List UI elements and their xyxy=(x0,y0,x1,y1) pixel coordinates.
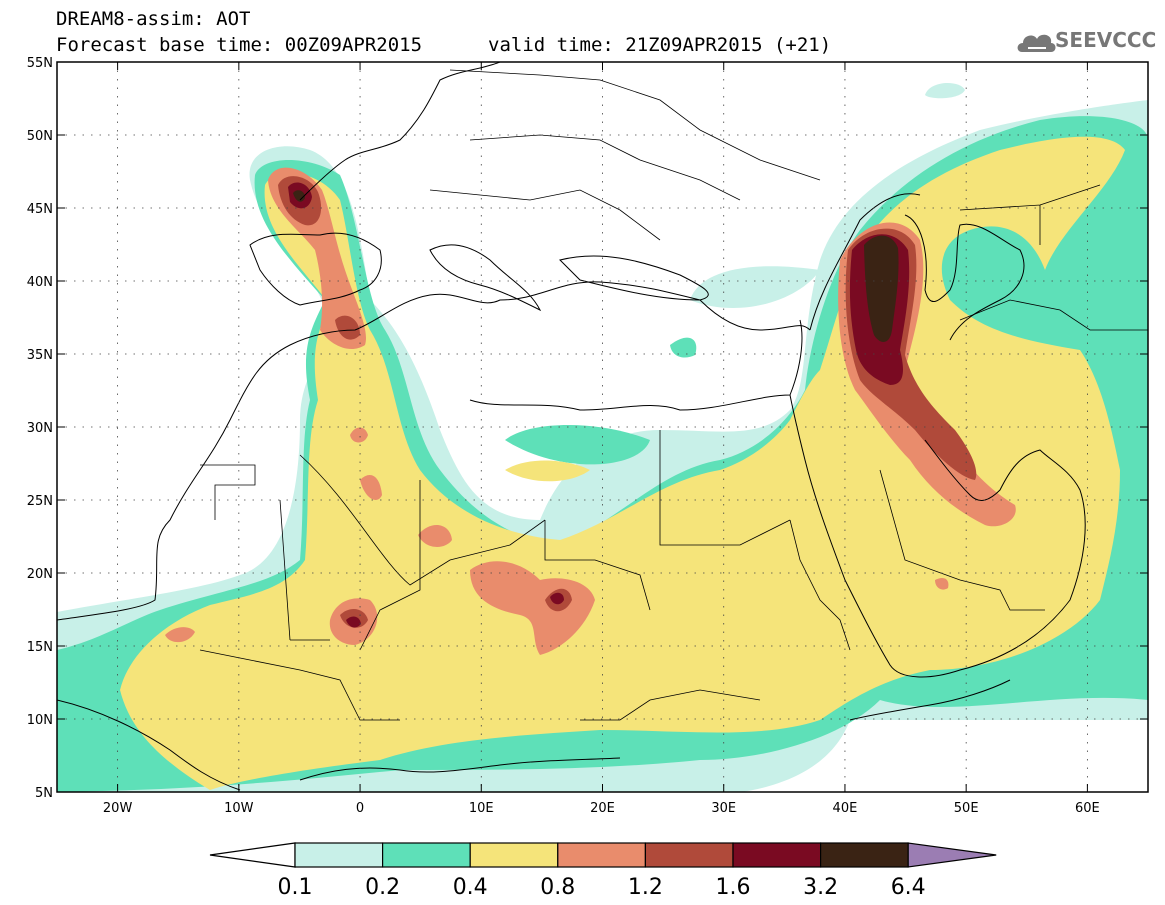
x-tick-label: 10E xyxy=(469,801,494,816)
colorbar-swatch xyxy=(644,842,734,868)
x-tick-label: 20W xyxy=(103,801,133,816)
colorbar-label: 1.6 xyxy=(716,875,751,900)
x-tick-label: 10W xyxy=(224,801,254,816)
colorbar-under-triangle xyxy=(209,842,296,868)
logo-text: SEEVCCC xyxy=(1055,28,1157,52)
colorbar-swatch xyxy=(382,842,471,868)
coastlines xyxy=(57,62,1086,791)
aot-colorbar: 0.1 0.2 0.4 0.8 1.2 1.6 3.2 6.4 xyxy=(209,842,997,900)
colorbar-over-triangle xyxy=(907,842,997,868)
colorbar-label: 1.2 xyxy=(628,875,663,900)
colorbar-swatch xyxy=(557,842,646,868)
cloud-logo-icon xyxy=(1017,34,1056,52)
colorbar-swatch xyxy=(294,842,384,868)
valid-time-label: valid time: 21Z09APR2015 (+21) xyxy=(488,34,832,56)
x-tick-label: 30E xyxy=(711,801,736,816)
colorbar-label: 0.2 xyxy=(365,875,400,900)
latitude-ticks: 5N 10N 15N 20N 25N 30N 35N 40N 45N 50N 55N xyxy=(27,56,1148,801)
y-tick-label: 5N xyxy=(35,786,53,801)
x-tick-label: 50E xyxy=(954,801,979,816)
map-title: DREAM8-assim: AOT xyxy=(56,8,251,30)
colorbar-label: 0.4 xyxy=(453,875,488,900)
colorbar-label: 3.2 xyxy=(803,875,838,900)
y-tick-label: 10N xyxy=(27,713,53,728)
y-tick-label: 50N xyxy=(27,129,53,144)
colorbar-label: 0.8 xyxy=(540,875,575,900)
y-tick-label: 40N xyxy=(27,275,53,290)
x-tick-label: 60E xyxy=(1075,801,1100,816)
y-tick-label: 55N xyxy=(27,56,53,71)
base-time-label: Forecast base time: 00Z09APR2015 xyxy=(56,34,423,56)
y-tick-label: 30N xyxy=(27,421,53,436)
x-tick-label: 0 xyxy=(356,801,364,816)
y-tick-label: 15N xyxy=(27,640,53,655)
colorbar-label: 6.4 xyxy=(891,875,926,900)
longitude-ticks: 20W 10W 0 10E 20E 30E 40E 50E 60E xyxy=(103,62,1100,816)
x-tick-label: 20E xyxy=(590,801,615,816)
forecast-times: Forecast base time: 00Z09APR2015 valid ti… xyxy=(56,34,831,56)
lat-lon-grid xyxy=(57,62,1148,792)
colorbar-label: 0.1 xyxy=(278,875,313,900)
y-tick-label: 25N xyxy=(27,494,53,509)
colorbar-swatch xyxy=(819,842,909,868)
x-tick-label: 40E xyxy=(833,801,858,816)
y-tick-label: 20N xyxy=(27,567,53,582)
colorbar-swatch xyxy=(732,842,822,868)
colorbar-swatch xyxy=(469,842,559,868)
y-tick-label: 35N xyxy=(27,348,53,363)
y-tick-label: 45N xyxy=(27,202,53,217)
country-borders xyxy=(199,69,1148,721)
